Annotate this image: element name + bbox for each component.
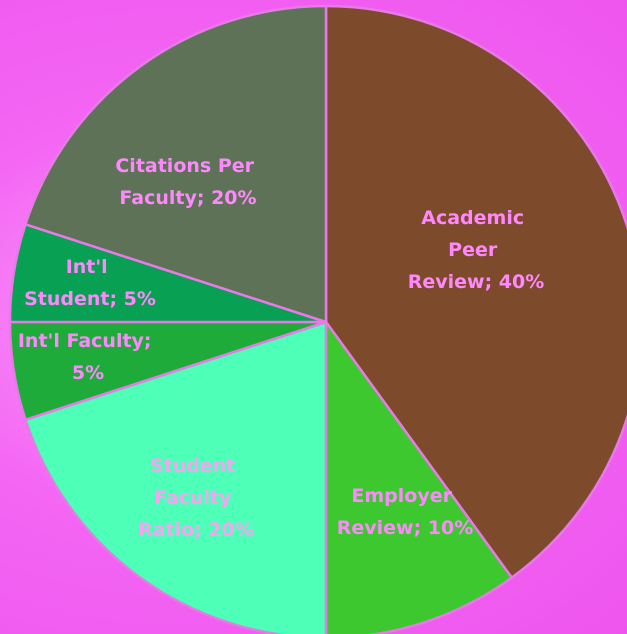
label-line: Academic	[421, 207, 530, 229]
data-label: Employer Review; 10%	[337, 485, 474, 539]
data-label: Academic Peer Review; 40%	[408, 207, 545, 293]
label-line: Faculty	[154, 487, 238, 509]
pie-slice	[324, 318, 514, 634]
label-line: Student	[150, 455, 242, 477]
label-line: Ratio; 20%	[138, 519, 254, 541]
data-label: Int'l Student; 5%	[24, 256, 156, 310]
label-line: 5%	[72, 362, 104, 384]
pie-slice	[23, 320, 328, 634]
data-label: Int'l Faculty; 5%	[18, 330, 158, 384]
label-line: Faculty; 20%	[119, 187, 256, 209]
label-line: Peer	[448, 239, 504, 261]
label-line: Citations Per	[115, 155, 260, 177]
data-label: Student Faculty Ratio; 20%	[138, 455, 254, 541]
data-label: Citations Per Faculty; 20%	[115, 155, 260, 209]
label-line: Review; 10%	[337, 517, 474, 539]
label-line: Review; 40%	[408, 271, 545, 293]
label-line: Int'l Faculty;	[18, 330, 158, 352]
label-line: Employer	[351, 485, 458, 507]
label-line: Int'l	[66, 256, 115, 278]
label-line: Student; 5%	[24, 288, 156, 310]
pie-slice	[23, 4, 328, 324]
